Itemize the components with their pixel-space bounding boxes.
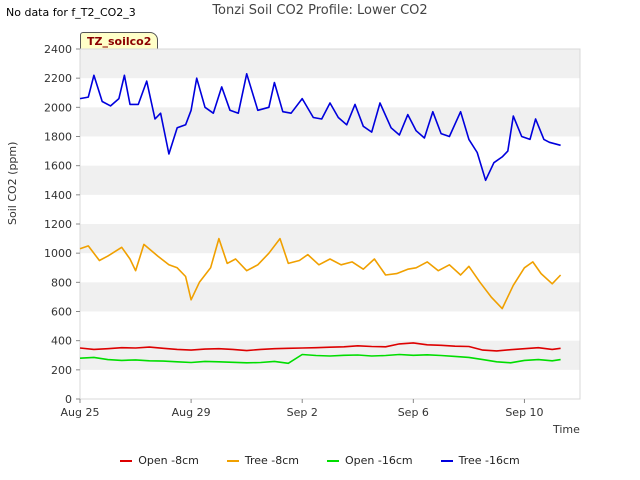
series-line-open-16cm — [79, 353, 561, 365]
grid-band — [80, 282, 580, 312]
x-tick-label: Sep 6 — [398, 406, 429, 419]
series-line-tree-16cm — [79, 73, 561, 182]
grid-band — [80, 224, 580, 254]
y-tick-label: 600 — [51, 306, 72, 319]
grid-band — [80, 165, 580, 195]
legend-item: Open -16cm — [327, 454, 413, 467]
y-tick-label: 200 — [51, 364, 72, 377]
y-tick-label: 0 — [65, 393, 72, 406]
x-tick-label: Aug 29 — [172, 406, 211, 419]
legend-swatch — [327, 460, 339, 462]
x-axis-label: Time — [553, 423, 580, 436]
x-tick-label: Sep 2 — [287, 406, 318, 419]
chart-legend: Open -8cm Tree -8cm Open -16cm Tree -16cm — [0, 454, 640, 467]
y-tick-label: 2000 — [44, 101, 72, 114]
x-tick-label: Aug 25 — [61, 406, 100, 419]
no-data-notice: No data for f_T2_CO2_3 — [6, 6, 136, 19]
legend-label: Open -8cm — [138, 454, 199, 467]
y-tick-label: 2400 — [44, 43, 72, 56]
legend-item: Tree -16cm — [440, 454, 520, 467]
y-tick-label: 400 — [51, 335, 72, 348]
legend-swatch — [440, 460, 453, 462]
grid-band — [80, 107, 580, 137]
y-tick-label: 1000 — [44, 247, 72, 260]
series-line-tree-8cm — [79, 237, 562, 310]
legend-label: Tree -8cm — [244, 454, 299, 467]
y-tick-label: 800 — [51, 276, 72, 289]
grid-band — [80, 49, 580, 79]
legend-item: Tree -8cm — [226, 454, 299, 467]
x-tick-label: Sep 10 — [505, 406, 543, 419]
legend-label: Tree -16cm — [458, 454, 520, 467]
site-tag-badge: TZ_soilco2 — [80, 32, 159, 51]
y-tick-label: 1800 — [44, 131, 72, 144]
y-tick-label: 1200 — [44, 218, 72, 231]
chart-title: Tonzi Soil CO2 Profile: Lower CO2 — [212, 3, 428, 18]
series-line-open-8cm — [79, 342, 561, 352]
y-tick-label: 1600 — [44, 160, 72, 173]
legend-label: Open -16cm — [345, 454, 413, 467]
legend-swatch — [120, 460, 133, 462]
y-tick-label: 1400 — [44, 189, 72, 202]
legend-item: Open -8cm — [120, 454, 199, 467]
legend-swatch — [226, 460, 239, 462]
y-tick-label: 2200 — [44, 72, 72, 85]
